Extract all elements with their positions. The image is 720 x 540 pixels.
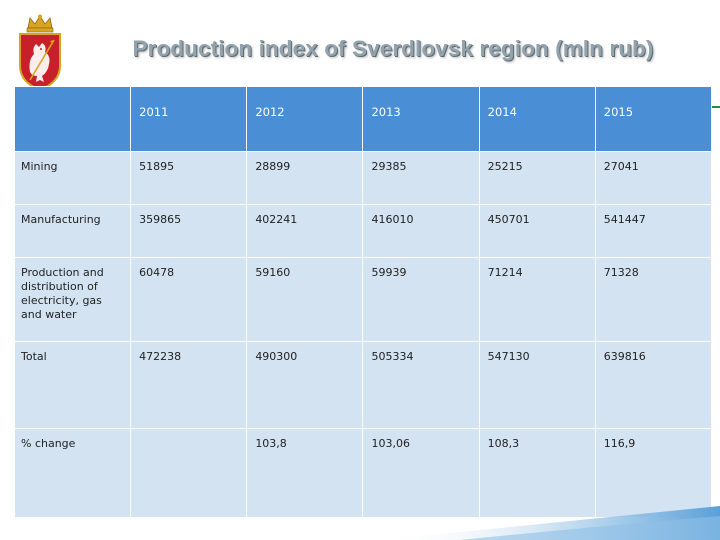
table-cell: 29385	[363, 152, 479, 204]
table-cell	[131, 429, 247, 517]
table-cell: 359865	[131, 205, 247, 257]
table-cell: 27041	[595, 152, 711, 204]
column-header-2011: 2011	[131, 87, 247, 151]
table-cell: 59160	[247, 258, 363, 341]
table-cell: 71214	[479, 258, 595, 341]
column-header-2013: 2013	[363, 87, 479, 151]
table-cell: 402241	[247, 205, 363, 257]
row-label: Mining	[15, 152, 131, 204]
column-header-2014: 2014	[479, 87, 595, 151]
row-label: % change	[15, 429, 131, 517]
row-label: Production and distribution of electrici…	[15, 258, 131, 341]
table-cell: 59939	[363, 258, 479, 341]
table-cell: 116,9	[595, 429, 711, 517]
table-cell: 541447	[595, 205, 711, 257]
production-table: 2011 2012 2013 2014 2015 Mining 51895 28…	[14, 86, 712, 518]
table-cell: 639816	[595, 342, 711, 428]
table-cell: 103,06	[363, 429, 479, 517]
row-label: Total	[15, 342, 131, 428]
table-cell: 472238	[131, 342, 247, 428]
column-header-2015: 2015	[595, 87, 711, 151]
table-cell: 547130	[479, 342, 595, 428]
table-cell: 51895	[131, 152, 247, 204]
column-header	[15, 87, 131, 151]
decorative-swoosh	[380, 506, 720, 540]
table-row: Production and distribution of electrici…	[15, 258, 711, 341]
table-row: % change 103,8 103,06 108,3 116,9	[15, 429, 711, 517]
table-cell: 505334	[363, 342, 479, 428]
table-cell: 25215	[479, 152, 595, 204]
table-cell: 490300	[247, 342, 363, 428]
row-label: Manufacturing	[15, 205, 131, 257]
header-row: 2011 2012 2013 2014 2015	[15, 87, 711, 151]
table-row: Manufacturing 359865 402241 416010 45070…	[15, 205, 711, 257]
table-cell: 108,3	[479, 429, 595, 517]
table-cell: 60478	[131, 258, 247, 341]
table-cell: 28899	[247, 152, 363, 204]
table-cell: 416010	[363, 205, 479, 257]
table-cell: 450701	[479, 205, 595, 257]
table-cell: 71328	[595, 258, 711, 341]
table-row: Mining 51895 28899 29385 25215 27041	[15, 152, 711, 204]
column-header-2012: 2012	[247, 87, 363, 151]
coat-of-arms-icon	[19, 14, 61, 92]
table-row: Total 472238 490300 505334 547130 639816	[15, 342, 711, 428]
table-cell: 103,8	[247, 429, 363, 517]
page-title: Production index of Sverdlovsk region (m…	[132, 36, 654, 61]
